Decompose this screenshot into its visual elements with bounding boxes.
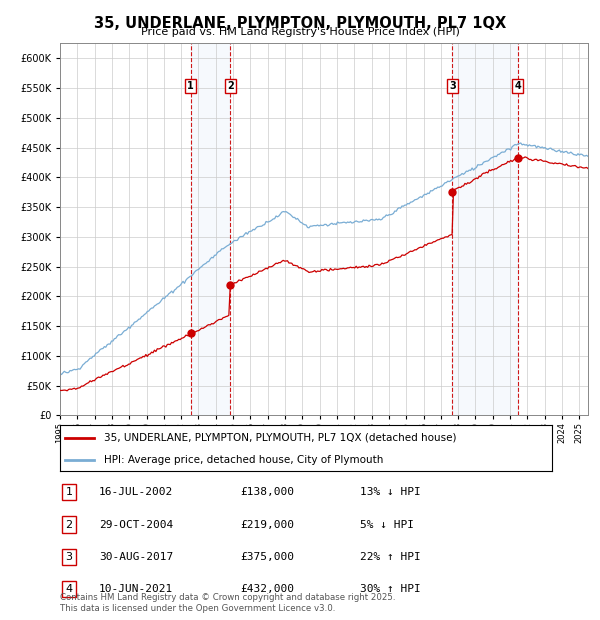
Text: £138,000: £138,000 — [240, 487, 294, 497]
Text: £375,000: £375,000 — [240, 552, 294, 562]
Text: 5% ↓ HPI: 5% ↓ HPI — [360, 520, 414, 529]
Text: Price paid vs. HM Land Registry's House Price Index (HPI): Price paid vs. HM Land Registry's House … — [140, 27, 460, 37]
Text: 30-AUG-2017: 30-AUG-2017 — [99, 552, 173, 562]
Text: 16-JUL-2002: 16-JUL-2002 — [99, 487, 173, 497]
Text: 2: 2 — [65, 520, 73, 529]
Text: HPI: Average price, detached house, City of Plymouth: HPI: Average price, detached house, City… — [104, 454, 383, 464]
Text: 13% ↓ HPI: 13% ↓ HPI — [360, 487, 421, 497]
Text: 30% ↑ HPI: 30% ↑ HPI — [360, 584, 421, 594]
Text: 4: 4 — [65, 584, 73, 594]
Text: 4: 4 — [514, 81, 521, 91]
Text: Contains HM Land Registry data © Crown copyright and database right 2025.
This d: Contains HM Land Registry data © Crown c… — [60, 593, 395, 613]
Text: 22% ↑ HPI: 22% ↑ HPI — [360, 552, 421, 562]
Text: 35, UNDERLANE, PLYMPTON, PLYMOUTH, PL7 1QX (detached house): 35, UNDERLANE, PLYMPTON, PLYMOUTH, PL7 1… — [104, 433, 457, 443]
Text: 3: 3 — [449, 81, 456, 91]
Text: £219,000: £219,000 — [240, 520, 294, 529]
Bar — [191, 43, 230, 415]
Text: 3: 3 — [65, 552, 73, 562]
Text: 10-JUN-2021: 10-JUN-2021 — [99, 584, 173, 594]
Text: 2: 2 — [227, 81, 233, 91]
Bar — [452, 43, 518, 415]
Text: 29-OCT-2004: 29-OCT-2004 — [99, 520, 173, 529]
Text: 35, UNDERLANE, PLYMPTON, PLYMOUTH, PL7 1QX: 35, UNDERLANE, PLYMPTON, PLYMOUTH, PL7 1… — [94, 16, 506, 30]
Text: 1: 1 — [65, 487, 73, 497]
Text: 1: 1 — [187, 81, 194, 91]
Text: £432,000: £432,000 — [240, 584, 294, 594]
